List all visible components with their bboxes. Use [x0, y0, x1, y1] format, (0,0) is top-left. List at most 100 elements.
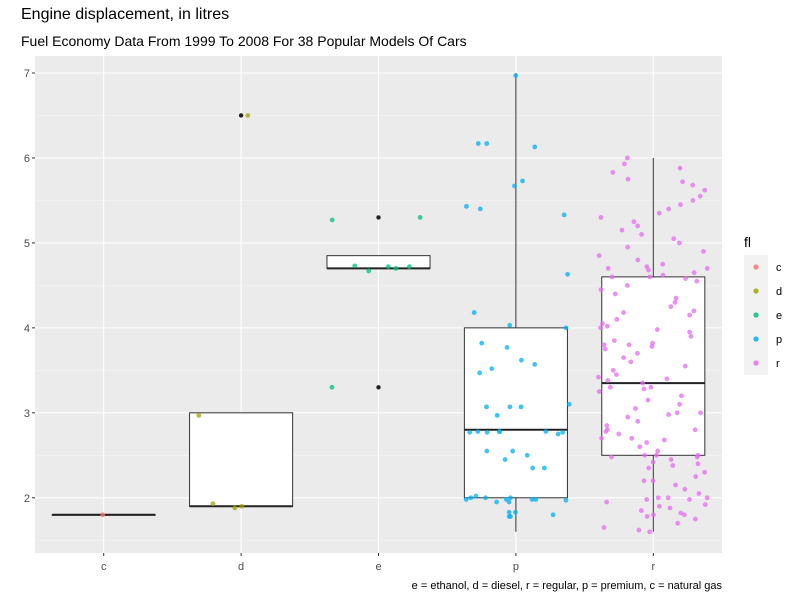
data-point-r — [625, 414, 631, 420]
data-point-r — [666, 412, 671, 417]
data-point-r — [704, 265, 710, 271]
data-point-r — [678, 202, 683, 208]
data-point-r — [650, 459, 656, 465]
data-point-r — [688, 333, 694, 339]
data-point-c — [100, 512, 106, 518]
data-point-e — [385, 264, 391, 270]
data-point-r — [690, 182, 696, 188]
data-point-r — [655, 495, 661, 501]
data-point-p — [508, 495, 513, 501]
data-point-r — [694, 454, 700, 460]
data-point-r — [683, 276, 688, 281]
data-point-d — [232, 505, 238, 511]
data-point-r — [651, 512, 656, 518]
data-point-r — [596, 253, 602, 259]
x-tick-label: p — [513, 561, 519, 573]
data-point-p — [484, 448, 490, 454]
data-point-d — [210, 501, 216, 507]
data-point-r — [621, 161, 627, 167]
data-point-e — [417, 215, 423, 220]
data-point-r — [598, 287, 604, 293]
data-point-p — [467, 429, 473, 435]
data-point-r — [649, 344, 655, 349]
data-point-r — [647, 274, 653, 280]
data-point-p — [518, 404, 524, 410]
data-point-p — [507, 322, 513, 328]
data-point-r — [631, 219, 637, 225]
data-point-r — [633, 406, 638, 411]
data-point-r — [642, 452, 648, 458]
data-point-d — [245, 113, 251, 118]
data-point-r — [655, 448, 661, 454]
data-point-r — [600, 321, 605, 327]
data-point-r — [677, 165, 683, 171]
data-point-r — [671, 236, 677, 242]
data-point-r — [702, 469, 708, 475]
x-tick-label: e — [375, 561, 381, 573]
data-point-p — [484, 429, 490, 435]
data-point-p — [477, 370, 483, 376]
outlier-point — [376, 385, 381, 390]
data-point-p — [494, 499, 500, 505]
data-point-r — [680, 179, 686, 185]
x-tick-label: c — [101, 561, 107, 573]
data-point-r — [687, 312, 693, 318]
legend-key-e — [753, 312, 759, 318]
data-point-r — [661, 437, 667, 443]
legend-label-p: p — [776, 334, 782, 346]
data-point-d — [239, 503, 245, 509]
data-point-r — [696, 491, 702, 496]
data-point-r — [614, 316, 620, 322]
data-point-r — [612, 291, 618, 297]
y-tick-label: 3 — [24, 408, 30, 420]
data-point-p — [533, 497, 539, 502]
data-point-r — [621, 355, 627, 360]
data-point-r — [614, 372, 619, 377]
data-point-r — [702, 187, 708, 193]
data-point-r — [601, 342, 607, 348]
data-point-r — [604, 423, 610, 428]
data-point-r — [670, 463, 676, 468]
data-point-p — [473, 493, 479, 499]
data-point-p — [506, 509, 512, 515]
x-tick-label: r — [651, 561, 655, 573]
data-point-r — [646, 465, 652, 471]
data-point-p — [502, 457, 508, 462]
data-point-p — [489, 366, 495, 372]
data-point-r — [637, 444, 643, 450]
data-point-r — [675, 520, 681, 526]
box-e — [326, 255, 431, 269]
data-point-d — [196, 412, 202, 418]
legend-label-e: e — [776, 310, 782, 322]
data-point-r — [702, 502, 708, 507]
data-point-p — [471, 310, 477, 315]
data-point-p — [477, 206, 483, 212]
data-point-r — [635, 418, 641, 424]
data-point-r — [672, 299, 678, 305]
data-point-p — [483, 495, 488, 501]
legend-label-c: c — [776, 262, 782, 274]
data-point-r — [645, 397, 651, 403]
data-point-r — [596, 389, 602, 394]
data-point-r — [640, 380, 646, 386]
data-point-p — [464, 203, 469, 209]
data-point-r — [638, 508, 644, 513]
data-point-r — [656, 210, 662, 216]
data-point-p — [550, 512, 556, 518]
data-point-e — [407, 264, 412, 270]
data-point-r — [679, 393, 684, 399]
data-point-p — [479, 340, 485, 346]
data-point-r — [682, 363, 688, 369]
legend-key-d — [753, 288, 759, 294]
box-r — [601, 276, 706, 456]
data-point-r — [610, 367, 616, 373]
data-point-p — [497, 429, 502, 434]
data-point-r — [653, 452, 659, 458]
data-point-r — [604, 323, 610, 329]
data-point-r — [609, 454, 614, 460]
data-point-p — [565, 271, 570, 277]
data-point-r — [692, 427, 698, 433]
y-tick-label: 6 — [24, 153, 30, 165]
data-point-r — [599, 435, 604, 441]
